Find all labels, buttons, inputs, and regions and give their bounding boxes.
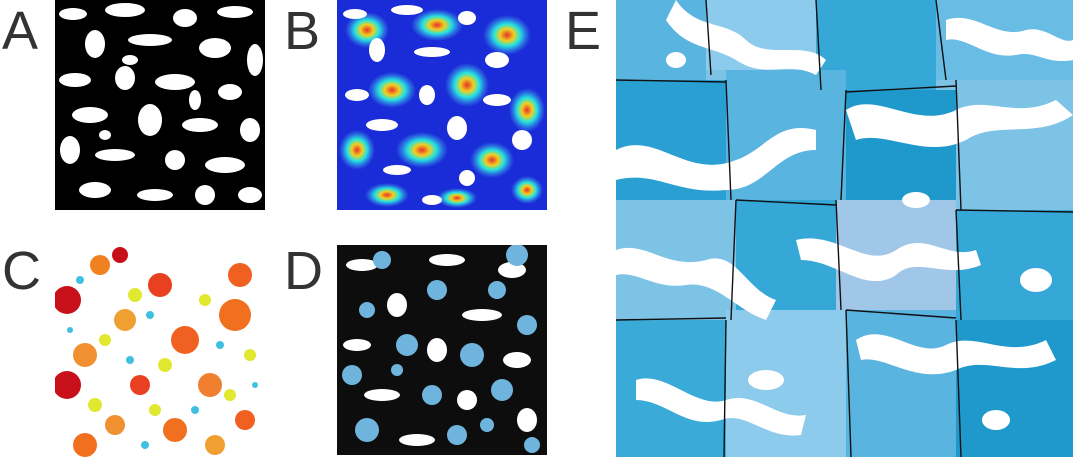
panel-e-segmented-regions xyxy=(616,0,1073,457)
panel-b-distance-map xyxy=(337,0,547,210)
panel-a-binary-image xyxy=(55,0,265,210)
panel-label-e: E xyxy=(565,1,602,61)
panel-a-svg xyxy=(59,3,263,205)
panel-c-ball-size-map xyxy=(55,245,265,457)
panel-d-inscribed-balls xyxy=(337,245,547,455)
panel-b-svg xyxy=(337,0,547,210)
panel-label-c: C xyxy=(2,241,41,301)
panel-d-svg xyxy=(342,245,540,453)
panel-label-b: B xyxy=(284,1,321,61)
panel-label-d: D xyxy=(284,241,323,301)
panel-e-svg xyxy=(616,0,1073,457)
panel-c-svg xyxy=(55,247,258,457)
panel-label-a: A xyxy=(2,1,39,61)
